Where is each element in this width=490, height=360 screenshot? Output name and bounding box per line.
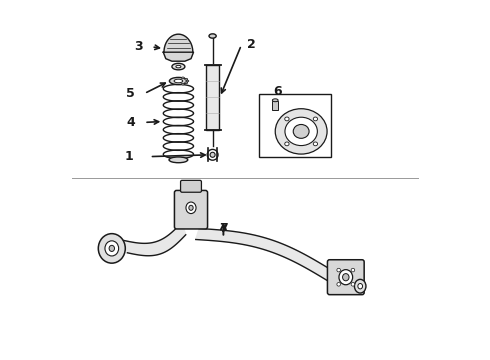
Ellipse shape <box>285 142 289 146</box>
Ellipse shape <box>170 77 187 85</box>
Ellipse shape <box>181 83 184 85</box>
Bar <box>272 101 278 110</box>
Ellipse shape <box>354 279 366 293</box>
Text: 6: 6 <box>273 85 282 98</box>
FancyBboxPatch shape <box>174 190 208 229</box>
Polygon shape <box>163 52 194 61</box>
Text: 2: 2 <box>247 39 256 51</box>
Ellipse shape <box>185 78 188 80</box>
Text: 3: 3 <box>134 40 143 53</box>
Ellipse shape <box>207 149 218 160</box>
Text: 5: 5 <box>126 87 135 100</box>
Ellipse shape <box>272 99 278 102</box>
Bar <box>259 94 331 157</box>
Ellipse shape <box>339 270 353 285</box>
Ellipse shape <box>174 79 183 83</box>
Ellipse shape <box>285 117 318 145</box>
Ellipse shape <box>337 283 341 286</box>
Ellipse shape <box>172 63 185 70</box>
Ellipse shape <box>358 284 363 289</box>
Ellipse shape <box>105 241 119 256</box>
Ellipse shape <box>169 157 188 163</box>
Bar <box>206 65 219 130</box>
Ellipse shape <box>209 34 216 38</box>
Ellipse shape <box>186 80 189 82</box>
Ellipse shape <box>343 274 349 281</box>
Polygon shape <box>164 34 193 52</box>
Ellipse shape <box>285 117 289 121</box>
Ellipse shape <box>337 268 341 272</box>
Ellipse shape <box>313 117 318 121</box>
Ellipse shape <box>181 77 184 79</box>
Ellipse shape <box>189 205 193 210</box>
Ellipse shape <box>185 82 188 84</box>
Text: 7: 7 <box>219 222 228 235</box>
Polygon shape <box>196 229 331 281</box>
FancyBboxPatch shape <box>180 180 201 192</box>
Ellipse shape <box>186 202 196 213</box>
FancyBboxPatch shape <box>327 260 364 294</box>
Ellipse shape <box>176 66 181 68</box>
Ellipse shape <box>351 283 355 286</box>
Ellipse shape <box>98 234 125 263</box>
Ellipse shape <box>275 109 327 154</box>
Polygon shape <box>123 222 186 256</box>
Text: 4: 4 <box>126 116 135 129</box>
Ellipse shape <box>210 152 215 157</box>
Text: 1: 1 <box>124 150 133 163</box>
Ellipse shape <box>313 142 318 146</box>
Ellipse shape <box>351 268 355 272</box>
Ellipse shape <box>293 125 309 138</box>
Ellipse shape <box>109 246 115 251</box>
